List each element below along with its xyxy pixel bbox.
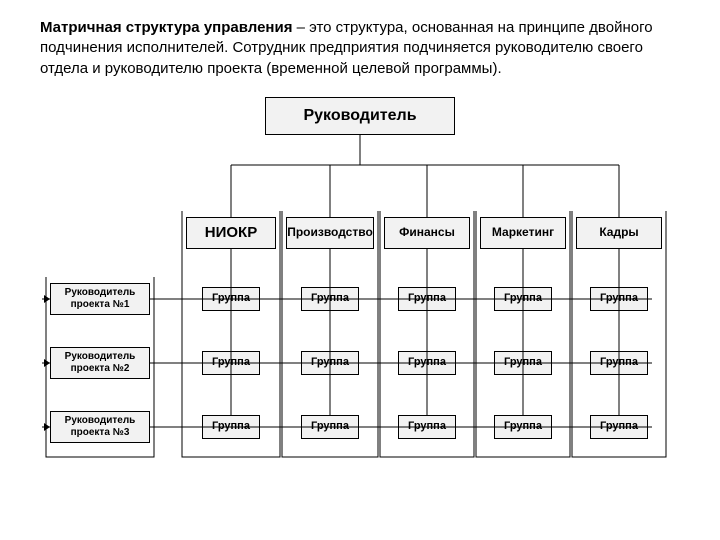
org-matrix-diagram: РуководительНИОКРПроизводствоФинансыМарк… xyxy=(40,97,680,487)
description-title: Матричная структура управления xyxy=(40,19,292,36)
description-paragraph: Матричная структура управления – это стр… xyxy=(40,18,680,79)
